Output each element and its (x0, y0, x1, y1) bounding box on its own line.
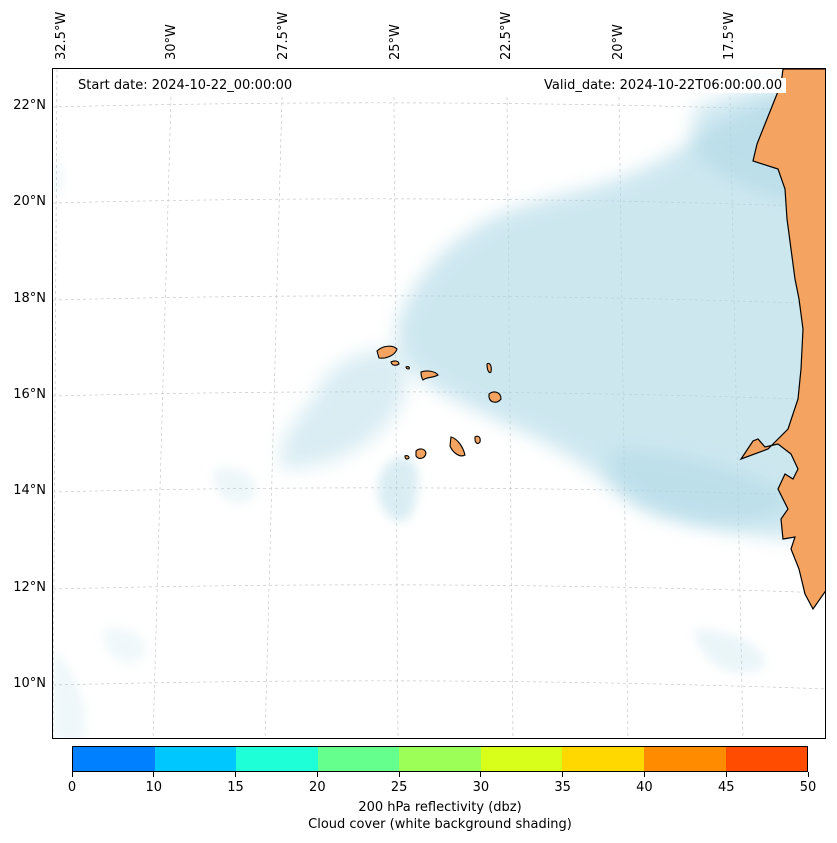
colorbar-tick-label-25: 25 (390, 780, 408, 795)
lon-label-22-5w: 22.5°W (499, 11, 514, 60)
cloud-patch-east (609, 449, 793, 523)
colorbar-tick-30 (480, 772, 482, 777)
lon-label-25w: 25°W (388, 24, 403, 60)
colorbar-tick-label-45: 45 (717, 780, 735, 795)
lon-label-30w: 30°W (164, 24, 179, 60)
meridian-27-5w (264, 96, 283, 738)
colorbar-tick-label-40: 40 (636, 780, 653, 795)
meridian-30w (152, 96, 172, 738)
colorbar-tick-45 (725, 772, 727, 777)
colorbar-tick-label-20: 20 (309, 780, 326, 795)
cloud-band-west (280, 349, 407, 469)
meridian-25w (393, 96, 399, 738)
lat-label-12n: 12°N (13, 580, 46, 595)
lon-label-32-5w: 32.5°W (54, 11, 69, 60)
lat-label-20n: 20°N (13, 194, 46, 209)
cape-verde-islands (376, 345, 502, 460)
cloud-mass-main (396, 95, 825, 539)
map-panel[interactable] (52, 68, 826, 739)
cloud-patch-south (213, 468, 256, 503)
reflectivity-colorbar (72, 746, 808, 772)
lon-label-17-5w: 17.5°W (722, 11, 737, 60)
lat-label-10n: 10°N (13, 676, 46, 691)
african-coast-land (739, 69, 825, 611)
island-boa-vista (488, 391, 502, 403)
island-santa-luzia (405, 366, 410, 370)
cloud-patch-left-bottom (53, 649, 86, 738)
colorbar-tick-25 (398, 772, 400, 777)
cloud-patch-far-south (103, 628, 146, 663)
lat-label-18n: 18°N (13, 291, 46, 306)
colorbar-tick-label-50: 50 (799, 780, 817, 795)
cloud-patch-left-edge (53, 159, 64, 199)
colorbar-segment-15-20 (236, 747, 318, 771)
colorbar-tick-40 (643, 772, 645, 777)
colorbar-segment-35-40 (562, 747, 644, 771)
colorbar-segment-10-15 (154, 747, 237, 771)
colorbar-tick-label-10: 10 (145, 780, 163, 795)
lon-label-27-5w: 27.5°W (276, 11, 291, 60)
lon-label-20w: 20°W (611, 24, 626, 60)
meridian-20w (618, 96, 629, 738)
map-canvas (53, 69, 825, 738)
colorbar-tick-15 (235, 772, 237, 777)
colorbar-title: 200 hPa reflectivity (dbz) (358, 800, 522, 815)
colorbar-segment-25-30 (399, 747, 481, 771)
gridlines (53, 69, 825, 738)
colorbar-segment-45-50 (725, 747, 808, 771)
lat-label-14n: 14°N (13, 483, 46, 498)
island-sao-nicolau (420, 370, 439, 381)
colorbar-segment-0-10 (73, 747, 155, 771)
meridian-32-5w (53, 69, 58, 738)
lat-label-16n: 16°N (13, 387, 46, 402)
colorbar-tick-label-0: 0 (67, 780, 77, 795)
island-fogo (415, 448, 427, 459)
colorbar-tick-50 (807, 772, 809, 777)
valid-date-annotation: Valid_date: 2024-10-22T06:00:00.00 (540, 78, 787, 93)
colorbar-subtitle: Cloud cover (white background shading) (308, 817, 572, 832)
meridian-22-5w (506, 96, 514, 738)
island-brava (404, 455, 410, 460)
lat-label-22n: 22°N (13, 98, 46, 113)
start-date-annotation: Start date: 2024-10-22_00:00:00 (74, 78, 297, 93)
island-sal (486, 362, 492, 374)
island-santiago (449, 436, 466, 457)
cloud-patch-southeast (693, 629, 765, 673)
colorbar-tick-35 (562, 772, 564, 777)
island-sao-vicente (390, 360, 400, 366)
island-maio (474, 435, 481, 444)
parallel-10n (53, 680, 825, 690)
island-santo-antao (376, 345, 398, 359)
parallel-12n (53, 584, 825, 594)
colorbar-segment-40-45 (643, 747, 726, 771)
colorbar-tick-0 (71, 772, 73, 777)
colorbar-tick-20 (316, 772, 318, 777)
meridian-17-5w (729, 96, 744, 738)
colorbar-tick-10 (153, 772, 155, 777)
cloud-cover-shading (53, 85, 825, 738)
colorbar-tick-label-15: 15 (227, 780, 244, 795)
cloud-band-southwest (377, 456, 418, 522)
colorbar-tick-label-35: 35 (554, 780, 571, 795)
colorbar-segment-30-35 (480, 747, 563, 771)
colorbar-tick-label-30: 30 (472, 780, 490, 795)
colorbar-segment-20-25 (317, 747, 400, 771)
